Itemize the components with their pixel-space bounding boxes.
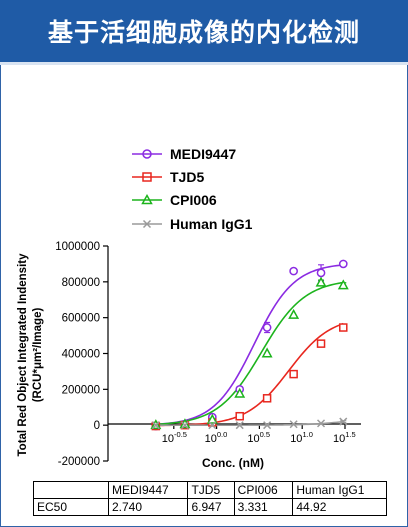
header-banner: 基于活细胞成像的内化检测 — [0, 0, 408, 65]
ec50-header-cell: Human IgG1 — [292, 481, 387, 499]
data-point-x — [289, 420, 298, 429]
legend-marker-tjd5 — [142, 172, 152, 182]
x-tick-label: 10-0.5 — [162, 430, 187, 445]
data-point-x — [235, 421, 244, 430]
data-point-circle — [262, 323, 272, 332]
ec50-header-cell: CPI006 — [233, 481, 294, 499]
data-points — [150, 259, 349, 431]
data-point-square — [235, 411, 244, 421]
legend-label-human-igg1: Human IgG1 — [170, 216, 253, 232]
legend-marker-cpi006 — [141, 193, 153, 205]
y-tick-label: 0 — [94, 420, 100, 432]
page-title: 基于活细胞成像的内化检测 — [47, 18, 360, 47]
y-tick-label: 600000 — [62, 313, 100, 325]
y-tick-label: 200000 — [62, 384, 100, 396]
legend: MEDI9447 TJD5 CPI006 Human IgG1 — [132, 146, 253, 232]
x-axis-label: Conc. (nM) — [202, 456, 264, 470]
data-point-triangle — [337, 279, 349, 290]
legend-label-cpi006: CPI006 — [170, 192, 217, 208]
data-point-triangle — [288, 308, 300, 319]
fit-curve-0 — [155, 264, 344, 426]
legend-item-cpi006: CPI006 — [132, 192, 217, 208]
y-tick-label: -200000 — [58, 456, 100, 468]
data-point-x — [151, 421, 160, 430]
data-point-triangle — [234, 387, 246, 398]
y-axis-label-line1: Total Red Object Integrated Indensity — [17, 253, 29, 457]
x-ticks: 10-0.5 100.0 100.5 101.0 101.5 — [162, 424, 356, 445]
y-axis-label-line2: (RCU*μm²/Image) — [32, 308, 44, 403]
legend-item-tjd5: TJD5 — [132, 169, 204, 185]
ec50-row-label: EC50 — [33, 498, 109, 516]
data-point-circle — [338, 259, 348, 269]
legend-label-medi9447: MEDI9447 — [170, 146, 236, 162]
fit-curves — [155, 264, 344, 427]
data-point-x — [180, 421, 189, 430]
data-point-triangle — [315, 276, 327, 287]
ec50-header-row: MEDI9447 TJD5 CPI006 Human IgG1 — [33, 481, 387, 499]
x-tick-label: 100.0 — [205, 430, 228, 445]
data-point-circle — [289, 266, 298, 276]
ec50-value-cell: 6.947 — [187, 498, 235, 516]
data-point-square — [316, 339, 326, 348]
data-point-triangle — [206, 413, 218, 424]
fit-curve-1 — [155, 322, 344, 427]
x-tick-label: 101.5 — [333, 430, 356, 445]
x-tick-label: 100.5 — [247, 430, 270, 445]
data-point-square — [339, 323, 348, 332]
ec50-header-cell: MEDI9447 — [107, 481, 189, 499]
data-point-square — [262, 394, 272, 403]
legend-marker-human-igg1 — [142, 219, 152, 229]
ec50-value-cell: 3.331 — [233, 498, 294, 516]
y-tick-label: 1000000 — [55, 241, 100, 253]
ec50-value-row: EC50 2.740 6.947 3.331 44.92 — [33, 498, 387, 516]
ec50-corner-cell — [33, 481, 109, 499]
legend-label-tjd5: TJD5 — [170, 169, 204, 185]
y-tick-label: 400000 — [62, 349, 100, 361]
data-point-circle — [316, 268, 326, 278]
data-point-x — [208, 421, 217, 430]
y-ticks: -200000 0 200000 400000 600000 800000 1000000 — [55, 241, 108, 468]
data-point-x — [339, 417, 348, 426]
data-point-x — [263, 421, 272, 430]
legend-item-human-igg1: Human IgG1 — [132, 216, 253, 232]
data-point-triangle — [261, 347, 273, 358]
data-point-square — [289, 369, 298, 379]
legend-marker-medi9447 — [142, 149, 152, 159]
ec50-table: MEDI9447 TJD5 CPI006 Human IgG1 EC50 2.7… — [33, 481, 387, 516]
legend-item-medi9447: MEDI9447 — [132, 146, 236, 162]
x-tick-label: 101.0 — [290, 430, 313, 445]
y-tick-label: 800000 — [62, 277, 100, 289]
ec50-header-cell: TJD5 — [187, 481, 235, 499]
data-point-x — [317, 419, 326, 428]
ec50-value-cell: 44.92 — [292, 498, 387, 516]
ec50-value-cell: 2.740 — [107, 498, 189, 516]
